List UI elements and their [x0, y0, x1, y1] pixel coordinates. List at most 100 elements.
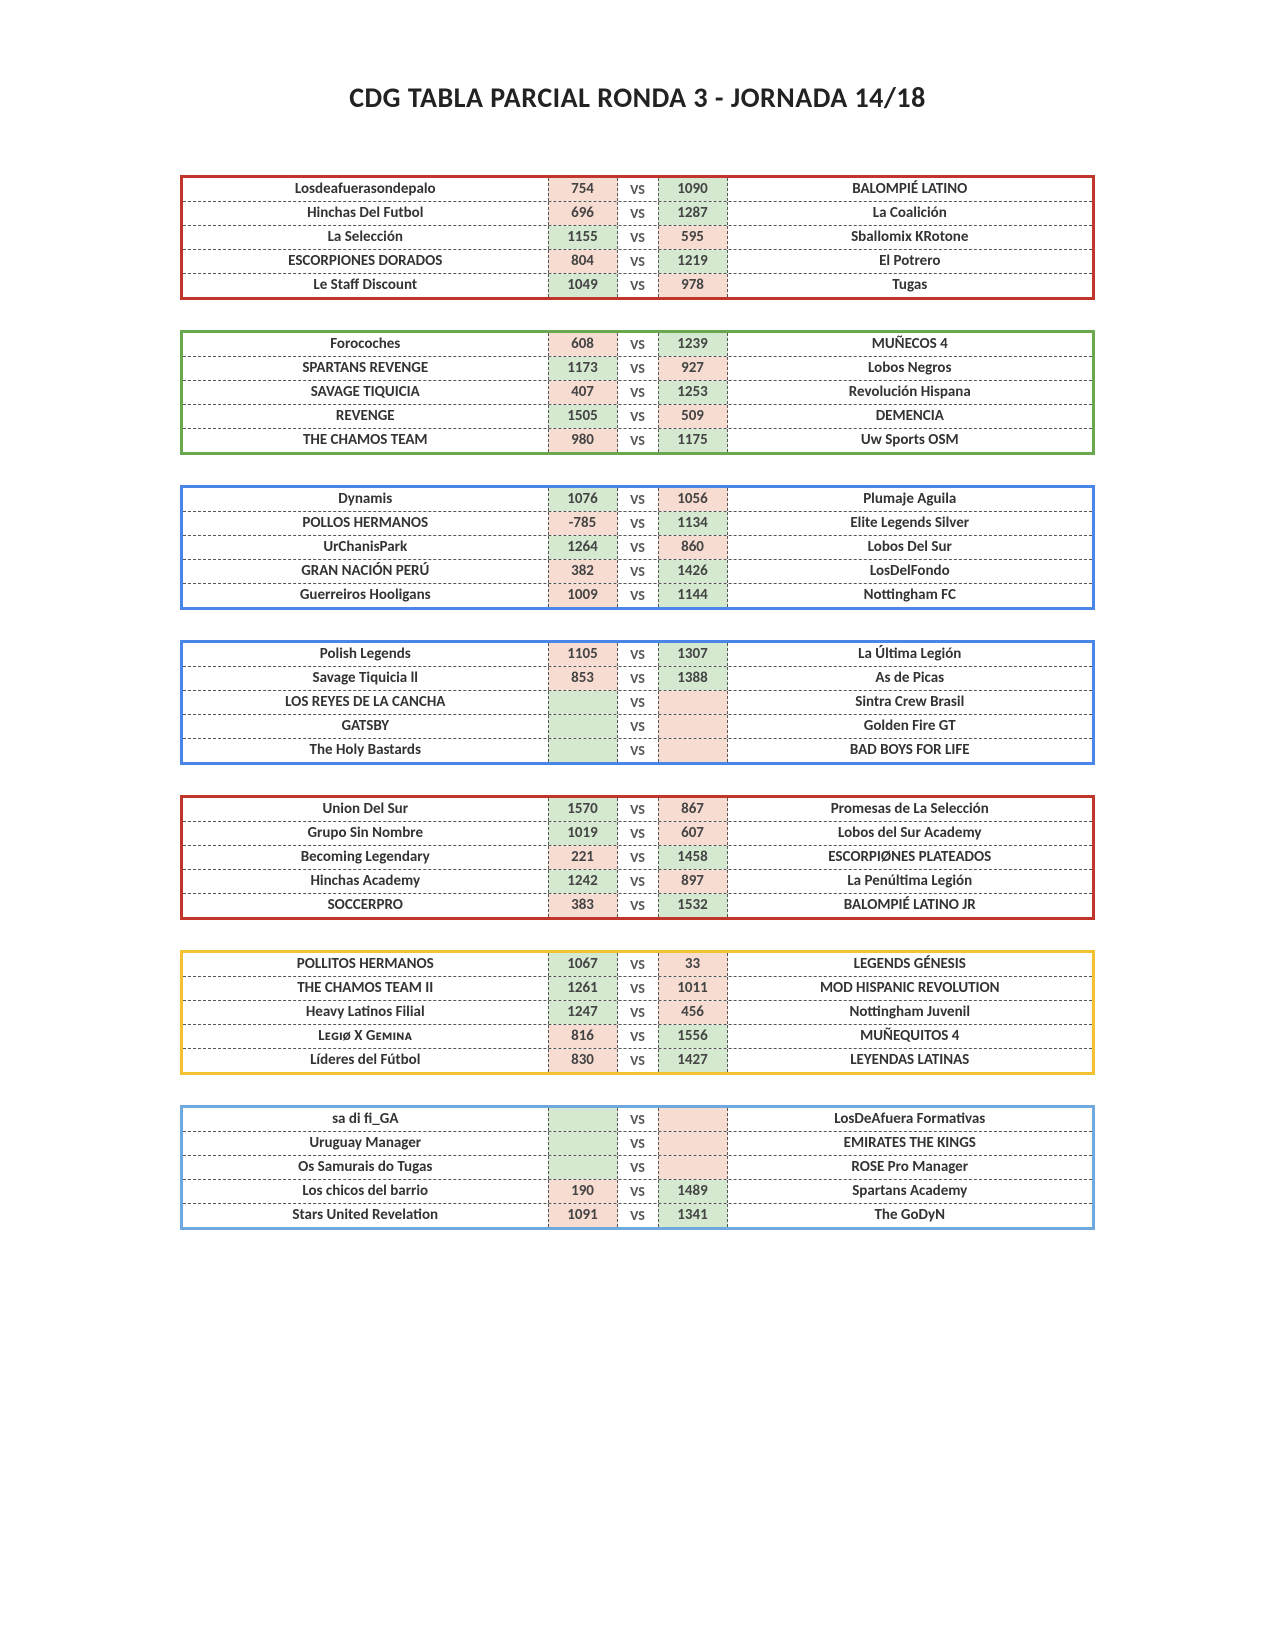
team-right: ROSE Pro Manager	[728, 1156, 1093, 1179]
match-row: Losdeafuerasondepalo754VS1090BALOMPIÉ LA…	[183, 178, 1092, 202]
team-right: As de Picas	[728, 667, 1093, 690]
vs-label: VS	[618, 405, 658, 428]
score-right	[658, 691, 728, 714]
team-left: UrChanisPark	[183, 536, 548, 559]
score-left	[548, 1156, 618, 1179]
match-group: Dynamis1076VS1056Plumaje AguilaPOLLOS HE…	[180, 485, 1095, 610]
score-right	[658, 715, 728, 738]
score-left: 754	[548, 178, 618, 201]
team-right: Lobos Del Sur	[728, 536, 1093, 559]
match-row: sa di fi_GAVSLosDeAfuera Formativas	[183, 1108, 1092, 1132]
team-right: LEGENDS GÉNESIS	[728, 953, 1093, 976]
match-row: POLLITOS HERMANOS1067VS33LEGENDS GÉNESIS	[183, 953, 1092, 977]
vs-label: VS	[618, 667, 658, 690]
vs-label: VS	[618, 536, 658, 559]
score-left: 804	[548, 250, 618, 273]
score-left: 1049	[548, 274, 618, 297]
team-left: Union Del Sur	[183, 798, 548, 821]
score-right: 33	[658, 953, 728, 976]
match-row: SAVAGE TIQUICIA407VS1253Revolución Hispa…	[183, 381, 1092, 405]
team-right: Sintra Crew Brasil	[728, 691, 1093, 714]
score-left: 1009	[548, 584, 618, 607]
score-left: 383	[548, 894, 618, 917]
score-right: 1426	[658, 560, 728, 583]
team-left: Grupo Sin Nombre	[183, 822, 548, 845]
score-left	[548, 1132, 618, 1155]
score-right: 860	[658, 536, 728, 559]
score-right: 1090	[658, 178, 728, 201]
match-row: REVENGE1505VS509DEMENCIA	[183, 405, 1092, 429]
score-left: 696	[548, 202, 618, 225]
vs-label: VS	[618, 381, 658, 404]
vs-label: VS	[618, 1180, 658, 1203]
team-left: The Holy Bastards	[183, 739, 548, 762]
team-left: Dynamis	[183, 488, 548, 511]
team-left: SPARTANS REVENGE	[183, 357, 548, 380]
team-left: Polish Legends	[183, 643, 548, 666]
score-left: 1505	[548, 405, 618, 428]
score-left: 1264	[548, 536, 618, 559]
vs-label: VS	[618, 870, 658, 893]
score-left: 1091	[548, 1204, 618, 1227]
team-left: Uruguay Manager	[183, 1132, 548, 1155]
score-right: 1427	[658, 1049, 728, 1072]
match-group: Union Del Sur1570VS867Promesas de La Sel…	[180, 795, 1095, 920]
score-right: 456	[658, 1001, 728, 1024]
vs-label: VS	[618, 178, 658, 201]
match-row: GATSBYVSGolden Fire GT	[183, 715, 1092, 739]
team-right: MUÑEQUITOS 4	[728, 1025, 1093, 1048]
team-right: LosDelFondo	[728, 560, 1093, 583]
vs-label: VS	[618, 1132, 658, 1155]
score-right: 978	[658, 274, 728, 297]
vs-label: VS	[618, 1156, 658, 1179]
score-left: 980	[548, 429, 618, 452]
score-left: 816	[548, 1025, 618, 1048]
score-right: 1239	[658, 333, 728, 356]
score-left: 1570	[548, 798, 618, 821]
match-row: Los chicos del barrio190VS1489Spartans A…	[183, 1180, 1092, 1204]
match-row: Dynamis1076VS1056Plumaje Aguila	[183, 488, 1092, 512]
team-left: Becoming Legendary	[183, 846, 548, 869]
team-right: DEMENCIA	[728, 405, 1093, 428]
vs-label: VS	[618, 798, 658, 821]
team-right: Plumaje Aguila	[728, 488, 1093, 511]
score-right: 1287	[658, 202, 728, 225]
team-right: Sballomix KRotone	[728, 226, 1093, 249]
match-group: sa di fi_GAVSLosDeAfuera FormativasUrugu…	[180, 1105, 1095, 1230]
team-right: Promesas de La Selección	[728, 798, 1093, 821]
team-left: Lᴇɢɪø X Gᴇᴍɪɴᴀ	[183, 1025, 548, 1048]
score-right: 1144	[658, 584, 728, 607]
team-right: BALOMPIÉ LATINO	[728, 178, 1093, 201]
match-row: Uruguay ManagerVSEMIRATES THE KINGS	[183, 1132, 1092, 1156]
score-left	[548, 691, 618, 714]
vs-label: VS	[618, 977, 658, 1000]
vs-label: VS	[618, 226, 658, 249]
score-left	[548, 715, 618, 738]
team-left: Stars United Revelation	[183, 1204, 548, 1227]
score-right: 1219	[658, 250, 728, 273]
match-row: SOCCERPRO383VS1532BALOMPIÉ LATINO JR	[183, 894, 1092, 917]
vs-label: VS	[618, 250, 658, 273]
vs-label: VS	[618, 894, 658, 917]
team-right: Uw Sports OSM	[728, 429, 1093, 452]
match-row: THE CHAMOS TEAM II1261VS1011MOD HISPANIC…	[183, 977, 1092, 1001]
score-right: 509	[658, 405, 728, 428]
team-left: GRAN NACIÓN PERÚ	[183, 560, 548, 583]
score-left: -785	[548, 512, 618, 535]
score-right: 867	[658, 798, 728, 821]
match-row: Polish Legends1105VS1307La Última Legión	[183, 643, 1092, 667]
team-left: sa di fi_GA	[183, 1108, 548, 1131]
score-left	[548, 1108, 618, 1131]
match-row: LOS REYES DE LA CANCHAVSSintra Crew Bras…	[183, 691, 1092, 715]
score-left: 1242	[548, 870, 618, 893]
team-right: Lobos Negros	[728, 357, 1093, 380]
score-right	[658, 739, 728, 762]
team-right: La Última Legión	[728, 643, 1093, 666]
team-right: La Coalición	[728, 202, 1093, 225]
score-left: 1261	[548, 977, 618, 1000]
score-left: 608	[548, 333, 618, 356]
match-row: POLLOS HERMANOS-785VS1134Elite Legends S…	[183, 512, 1092, 536]
match-row: Stars United Revelation1091VS1341The GoD…	[183, 1204, 1092, 1227]
match-row: ESCORPIONES DORADOS804VS1219El Potrero	[183, 250, 1092, 274]
team-left: THE CHAMOS TEAM	[183, 429, 548, 452]
